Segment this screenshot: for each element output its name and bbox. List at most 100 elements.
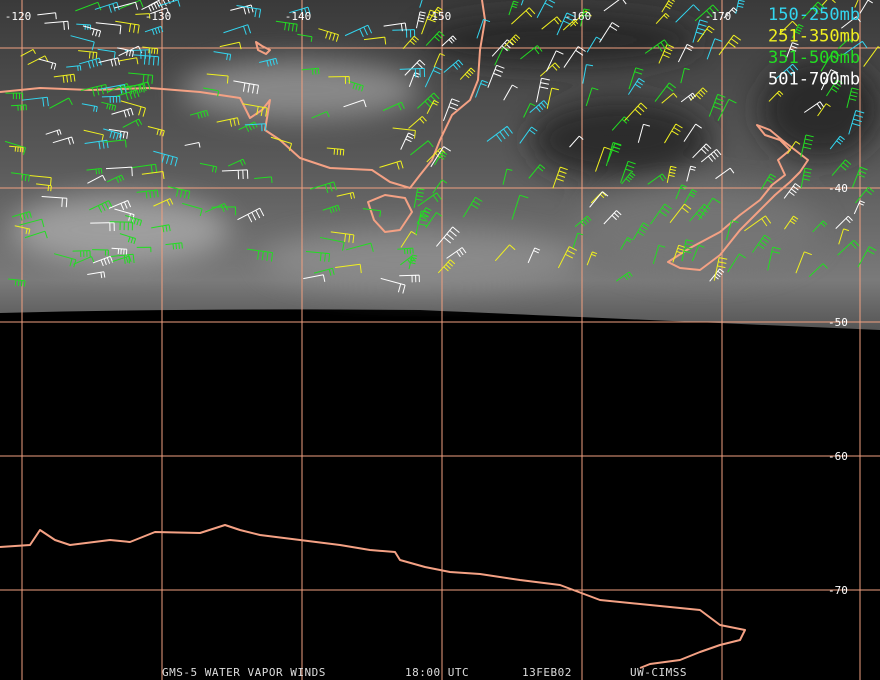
wind-barb	[141, 171, 165, 179]
wind-barb	[664, 123, 683, 144]
wind-barb	[392, 29, 416, 38]
wind-barb	[335, 263, 362, 274]
wind-barb	[28, 175, 52, 186]
wind-barb	[443, 98, 460, 121]
wind-barb	[800, 134, 814, 158]
wind-barb	[318, 28, 339, 42]
wind-barb	[416, 207, 432, 224]
wind-barb	[681, 239, 694, 262]
wind-barb	[474, 79, 488, 98]
wind-barb	[213, 51, 232, 61]
wind-barb	[86, 168, 103, 175]
wind-barb	[21, 96, 49, 107]
wind-barb	[425, 212, 442, 229]
wind-barb	[650, 203, 672, 225]
wind-barb	[404, 59, 426, 76]
wind-barb	[313, 267, 335, 276]
wind-barb	[4, 140, 27, 156]
wind-barb	[120, 100, 146, 117]
wind-barb	[399, 67, 426, 78]
wind-barb	[723, 7, 738, 19]
legend-entry: 150-250mb	[768, 5, 860, 25]
wind-barb	[119, 83, 145, 95]
wind-barb	[311, 111, 330, 119]
wind-barb	[135, 13, 151, 19]
wind-barb	[529, 100, 549, 113]
wind-barb	[20, 48, 36, 57]
wind-barb	[620, 160, 636, 183]
wind-barb	[690, 87, 708, 101]
wind-barb	[698, 197, 721, 221]
wind-barb	[89, 200, 113, 213]
wind-barb	[289, 6, 311, 16]
wind-barb	[563, 46, 586, 68]
wind-barb	[624, 102, 648, 121]
wind-barb	[511, 194, 529, 220]
wind-barb	[795, 251, 812, 274]
wind-barb	[615, 271, 633, 282]
wind-barbs	[4, 0, 880, 294]
wind-barb	[153, 150, 178, 167]
wind-barb	[379, 160, 404, 170]
wind-barb	[344, 24, 373, 38]
wind-barb	[141, 1, 160, 12]
wind-barb	[94, 1, 120, 13]
wind-barb	[97, 48, 116, 59]
wind-barb	[115, 20, 140, 34]
wind-barb	[275, 20, 298, 32]
wind-barb	[744, 215, 772, 232]
wind-barb	[230, 4, 254, 15]
wind-barb	[552, 166, 568, 189]
wind-barb	[727, 253, 746, 273]
wind-barb	[589, 191, 609, 208]
wind-barb	[417, 92, 440, 109]
wind-barb	[462, 196, 483, 218]
wind-barb	[328, 76, 350, 84]
wind-barb	[184, 142, 201, 148]
wind-barb	[536, 0, 556, 18]
wind-barb	[109, 221, 133, 231]
wind-barb	[812, 220, 828, 233]
wind-barb	[637, 123, 651, 143]
wind-barb	[628, 67, 644, 90]
wind-barb	[108, 200, 132, 211]
wind-barb	[425, 31, 445, 46]
wind-barb	[227, 158, 246, 167]
wind-barb	[36, 183, 52, 192]
longitude-label: -130	[145, 10, 172, 23]
wind-barb	[689, 203, 711, 222]
latitude-label: -70	[828, 584, 848, 597]
wind-barb	[84, 139, 109, 150]
wind-barb	[817, 103, 831, 117]
wind-barb	[100, 84, 127, 94]
wind-barb	[41, 196, 68, 208]
wind-barb	[546, 87, 560, 109]
wind-barb	[715, 167, 735, 180]
wind-barb	[236, 4, 262, 18]
wind-barb	[803, 101, 825, 113]
wind-barb	[81, 103, 98, 113]
wind-barb	[846, 87, 859, 108]
wind-barb	[165, 242, 183, 250]
wind-barb	[837, 239, 860, 256]
wind-barb	[627, 77, 645, 95]
wind-barb	[124, 49, 151, 59]
wind-barb	[603, 210, 622, 225]
wind-barb	[835, 215, 853, 229]
wind-barb	[421, 9, 439, 35]
wind-barb	[167, 186, 191, 200]
wind-barb	[854, 0, 859, 8]
footer-text: GMS-5 WATER VAPOR WINDS	[162, 666, 326, 679]
wind-barb	[9, 145, 24, 153]
wind-barb	[432, 179, 448, 194]
wind-barb	[417, 192, 442, 207]
wind-barb	[53, 253, 77, 268]
legend-entry: 501-700mb	[768, 70, 860, 90]
wind-barb	[572, 232, 584, 249]
wind-barb	[380, 277, 406, 294]
wind-barb	[87, 271, 106, 279]
wind-barb	[199, 162, 218, 173]
wind-barb	[831, 159, 852, 176]
wind-barb	[400, 132, 415, 150]
